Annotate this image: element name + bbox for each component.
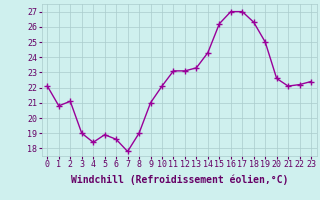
X-axis label: Windchill (Refroidissement éolien,°C): Windchill (Refroidissement éolien,°C) <box>70 175 288 185</box>
